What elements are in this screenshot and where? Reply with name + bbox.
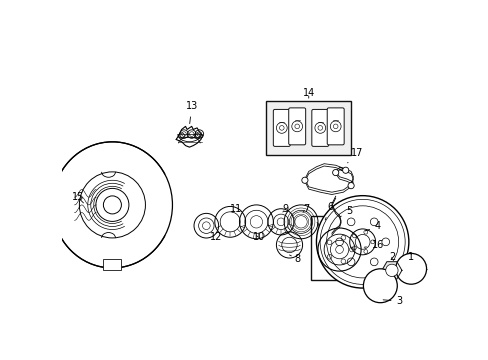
Bar bbox=[103, 259, 121, 270]
FancyBboxPatch shape bbox=[326, 108, 344, 145]
Text: 11: 11 bbox=[229, 204, 241, 214]
Text: 3: 3 bbox=[382, 296, 402, 306]
Circle shape bbox=[332, 170, 338, 176]
Text: 7: 7 bbox=[303, 204, 309, 214]
FancyBboxPatch shape bbox=[273, 109, 290, 147]
Circle shape bbox=[347, 183, 353, 189]
Text: 5: 5 bbox=[339, 206, 352, 217]
Text: 6: 6 bbox=[325, 202, 333, 220]
Bar bbox=[266, 101, 350, 155]
Text: 14: 14 bbox=[302, 88, 314, 98]
Text: 12: 12 bbox=[210, 232, 222, 242]
Polygon shape bbox=[381, 262, 401, 279]
Circle shape bbox=[316, 195, 408, 288]
FancyBboxPatch shape bbox=[288, 108, 305, 145]
Text: 13: 13 bbox=[185, 101, 198, 123]
Text: 16: 16 bbox=[364, 240, 384, 250]
Bar bbox=[310, 216, 368, 280]
Circle shape bbox=[363, 269, 396, 303]
FancyBboxPatch shape bbox=[311, 109, 328, 147]
Text: 10: 10 bbox=[252, 232, 264, 242]
Text: 2: 2 bbox=[388, 252, 394, 262]
Circle shape bbox=[385, 264, 397, 276]
Text: 17: 17 bbox=[347, 148, 363, 163]
Text: 4: 4 bbox=[365, 221, 380, 231]
Text: 8: 8 bbox=[289, 254, 300, 264]
Text: 9: 9 bbox=[282, 204, 288, 214]
Text: 1: 1 bbox=[407, 252, 413, 262]
Circle shape bbox=[395, 253, 426, 284]
Circle shape bbox=[342, 167, 348, 173]
Circle shape bbox=[301, 177, 307, 183]
Text: 15: 15 bbox=[71, 192, 84, 203]
